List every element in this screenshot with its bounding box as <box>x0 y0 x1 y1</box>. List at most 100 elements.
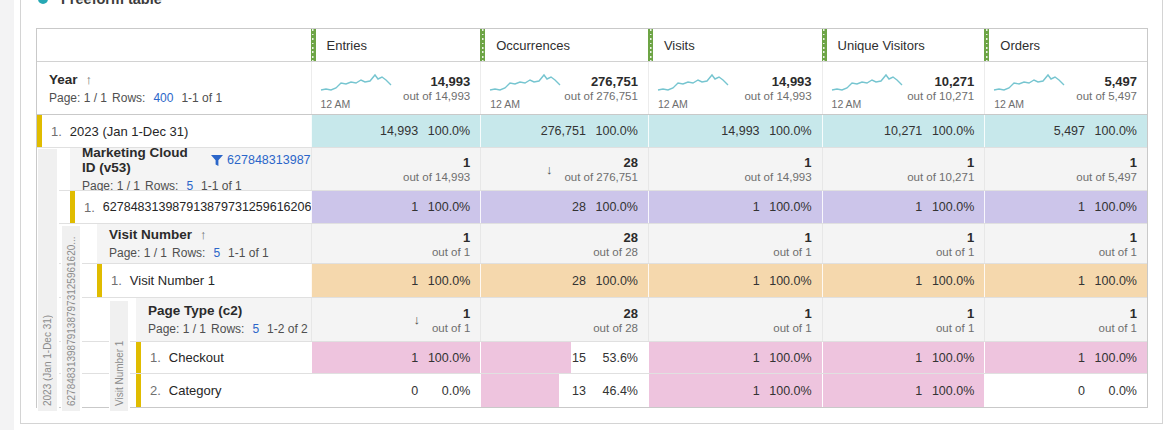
breakdown-total-orders[interactable]: 1 out of 1 <box>984 298 1147 341</box>
breakdown-total-unique-visitors[interactable]: 1 out of 10,271 <box>822 148 985 190</box>
total-out-of: out of 14,993 <box>403 90 470 102</box>
breakdown-total-occurrences[interactable]: 28 out of 28 <box>480 224 648 263</box>
total-value: 1 <box>967 306 974 321</box>
cell-visits[interactable]: 1100.0% <box>648 191 822 223</box>
total-cell-entries[interactable]: 12 AM 14,993 out of 14,993 <box>311 62 481 114</box>
breakdown-total-unique-visitors[interactable]: 1 out of 1 <box>822 298 985 341</box>
cell-orders[interactable]: 5,497100.0% <box>984 115 1147 147</box>
row-label: Visit Number 1 <box>130 273 215 288</box>
breakdown-total-occurrences[interactable]: 28 out of 28 <box>480 298 648 341</box>
dimension-header-spacer <box>37 29 311 61</box>
total-value: 1 <box>967 155 974 170</box>
cell-value: 1 <box>915 200 922 214</box>
visit-number-dimension-header[interactable]: Visit Number ↑ Page: 1 / 1 Rows: 5 1-1 o… <box>97 224 311 263</box>
cell-occurrences[interactable]: 28100.0% <box>480 191 648 223</box>
total-out-of: out of 1 <box>773 322 811 334</box>
column-header-orders[interactable]: Orders <box>984 29 1147 61</box>
rows-label: Rows: <box>172 246 205 260</box>
breakdown-total-unique-visitors[interactable]: 1 out of 1 <box>822 224 985 263</box>
cell-orders[interactable]: 1100.0% <box>984 191 1147 223</box>
rows-count-link[interactable]: 5 <box>213 246 220 260</box>
column-header-visits[interactable]: Visits <box>648 29 822 61</box>
cell-value: 1 <box>753 200 760 214</box>
dimension-title: Year <box>49 72 78 87</box>
sort-desc-icon[interactable]: ↓ <box>413 312 420 327</box>
cell-visits[interactable]: 14,993100.0% <box>648 115 822 147</box>
cell-unique-visitors[interactable]: 1100.0% <box>822 374 985 407</box>
cell-entries[interactable]: 1100.0% <box>311 342 481 373</box>
cell-entries[interactable]: 1100.0% <box>311 264 481 297</box>
breakdown-total-visits[interactable]: 1 out of 14,993 <box>648 148 822 190</box>
cell-entries[interactable]: 00.0% <box>311 374 481 407</box>
total-cell-unique-visitors[interactable]: 12 AM 10,271 out of 10,271 <box>822 62 985 114</box>
cell-percent: 100.0% <box>922 351 974 365</box>
column-header-occurrences[interactable]: Occurrences <box>480 29 648 61</box>
column-label: Visits <box>653 38 695 53</box>
sparkline-chart <box>320 71 398 95</box>
breakdown-total-entries[interactable]: 1 out of 1 <box>311 224 481 263</box>
breakdown-total-entries[interactable]: ↓ 1 out of 1 <box>311 298 481 341</box>
rows-count-link[interactable]: 5 <box>252 322 259 336</box>
cell-unique-visitors[interactable]: 1100.0% <box>822 342 985 373</box>
breakdown-total-orders[interactable]: 1 out of 1 <box>984 224 1147 263</box>
cell-value: 0 <box>411 384 418 398</box>
cell-value: 276,751 <box>541 124 586 138</box>
rows-count-link[interactable]: 400 <box>153 91 173 105</box>
breakdown-total-entries[interactable]: 1 out of 14,993 <box>311 148 481 190</box>
cell-unique-visitors[interactable]: 10,271100.0% <box>822 115 985 147</box>
mcid-dimension-header[interactable]: Marketing Cloud ID (v53) 627848313987 Pa… <box>70 148 311 190</box>
dimension-cell-mcid[interactable]: 1. 627848313987913879731259616206145... <box>70 191 311 223</box>
total-out-of: out of 14,993 <box>744 90 811 102</box>
gutter-label-visit-number-1: Visit Number 1 <box>109 301 130 411</box>
filter-value-link[interactable]: 627848313987 <box>227 153 310 167</box>
breakdown-total-visits[interactable]: 1 out of 1 <box>648 224 822 263</box>
cell-percent: 100.0% <box>922 274 974 288</box>
year-dimension-header[interactable]: Year ↑ Page: 1 / 1 Rows: 400 1-1 of 1 <box>37 62 311 114</box>
cell-percent: 100.0% <box>418 124 470 138</box>
cell-value: 1 <box>1078 351 1085 365</box>
cell-orders[interactable]: 1100.0% <box>984 264 1147 297</box>
breakdown-total-occurrences[interactable]: ↓ 28 out of 276,751 <box>480 148 648 190</box>
breakdown-total-orders[interactable]: 1 out of 5,497 <box>984 148 1147 190</box>
row-category[interactable]: 2. Category 00.0% 1346.4% 1100.0% 1100.0… <box>37 374 1147 407</box>
cell-occurrences[interactable]: 1346.4% <box>480 374 648 407</box>
cell-entries[interactable]: 1100.0% <box>311 191 481 223</box>
cell-occurrences[interactable]: 1553.6% <box>480 342 648 373</box>
page-type-dimension-header[interactable]: Page Type (c2) Page: 1 / 1 Rows: 5 1-2 o… <box>136 298 311 341</box>
cell-visits[interactable]: 1100.0% <box>648 264 822 297</box>
page-indicator: Page: 1 / 1 <box>49 91 107 105</box>
dimension-cell-checkout[interactable]: 1. Checkout <box>136 342 311 373</box>
row-2023[interactable]: 1. 2023 (Jan 1-Dec 31) 14,993100.0% 276,… <box>37 115 1147 148</box>
row-visit-number-1[interactable]: 1. Visit Number 1 1100.0% 28100.0% 1100.… <box>37 264 1147 298</box>
dimension-cell-visit-number[interactable]: 1. Visit Number 1 <box>97 264 311 297</box>
cell-visits[interactable]: 1100.0% <box>648 374 822 407</box>
column-header-unique-visitors[interactable]: Unique Visitors <box>822 29 985 61</box>
cell-unique-visitors[interactable]: 1100.0% <box>822 264 985 297</box>
cell-percent: 100.0% <box>922 384 974 398</box>
rows-label: Rows: <box>211 322 244 336</box>
column-label: Orders <box>989 38 1040 53</box>
row-checkout[interactable]: 1. Checkout 1100.0% 1553.6% 1100.0% 1100… <box>37 342 1147 374</box>
total-cell-orders[interactable]: 12 AM 5,497 out of 5,497 <box>984 62 1147 114</box>
column-header-entries[interactable]: Entries <box>311 29 481 61</box>
breakdown-total-visits[interactable]: 1 out of 1 <box>648 298 822 341</box>
cell-visits[interactable]: 1100.0% <box>648 342 822 373</box>
sort-asc-icon[interactable]: ↑ <box>86 72 93 87</box>
cell-orders[interactable]: 1100.0% <box>984 342 1147 373</box>
cell-entries[interactable]: 14,993100.0% <box>311 115 481 147</box>
filter-chip[interactable]: 627848313987 <box>211 153 310 167</box>
dimension-cell-2023[interactable]: 1. 2023 (Jan 1-Dec 31) <box>37 115 311 147</box>
total-cell-visits[interactable]: 12 AM 14,993 out of 14,993 <box>648 62 822 114</box>
cell-orders[interactable]: 00.0% <box>984 374 1147 407</box>
sort-asc-icon[interactable]: ↑ <box>200 227 207 242</box>
total-cell-occurrences[interactable]: 12 AM 276,751 out of 276,751 <box>480 62 648 114</box>
dimension-cell-category[interactable]: 2. Category <box>136 374 311 407</box>
cell-unique-visitors[interactable]: 1100.0% <box>822 191 985 223</box>
cell-occurrences[interactable]: 28100.0% <box>480 264 648 297</box>
cell-occurrences[interactable]: 276,751100.0% <box>480 115 648 147</box>
row-mcid-item[interactable]: 1. 627848313987913879731259616206145... … <box>37 191 1147 224</box>
sort-desc-icon[interactable]: ↓ <box>546 162 553 177</box>
total-value: 28 <box>624 306 638 321</box>
total-value: 14,993 <box>772 74 812 89</box>
cell-percent: 0.0% <box>418 384 470 398</box>
